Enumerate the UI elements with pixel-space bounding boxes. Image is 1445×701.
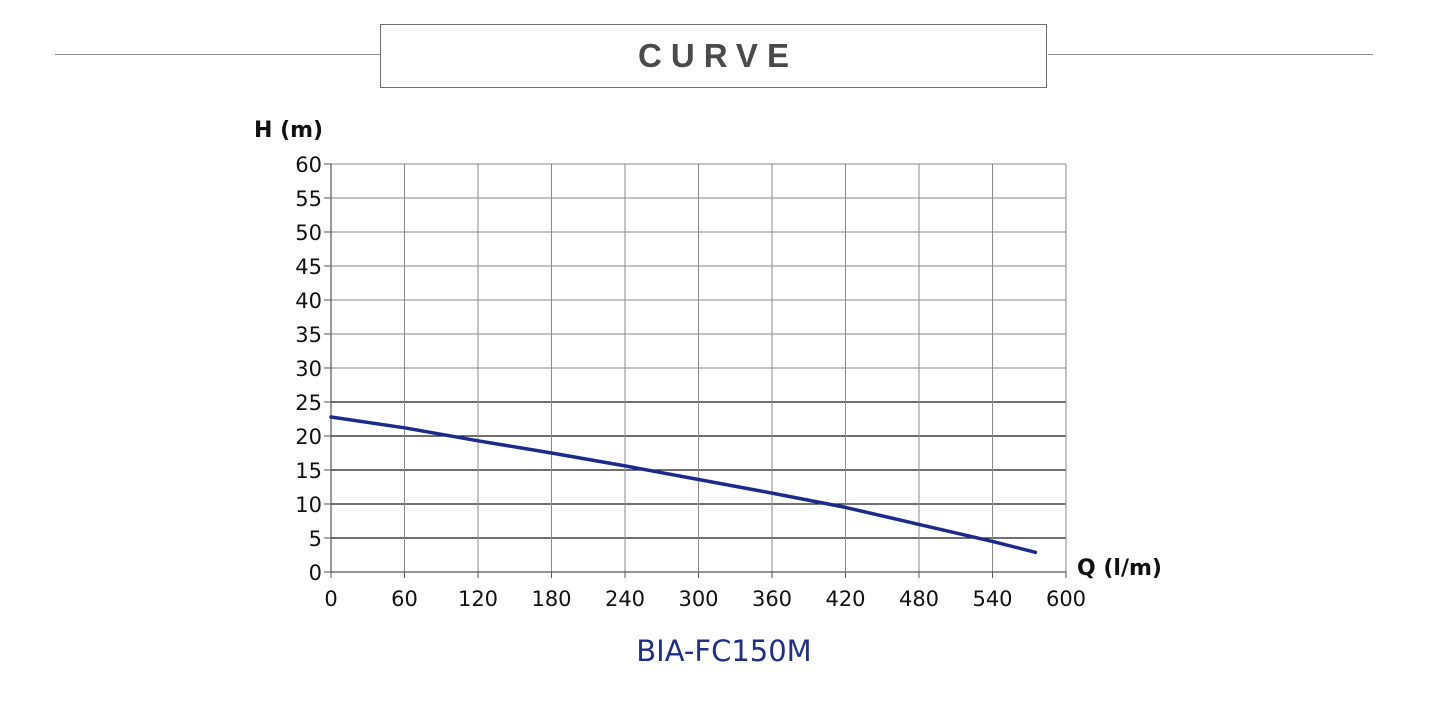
x-tick-label: 600: [1046, 587, 1086, 611]
x-tick-label: 300: [678, 587, 718, 611]
chart-grid: [324, 163, 1067, 578]
y-tick-label: 60: [295, 153, 322, 177]
chart-series: [329, 415, 1038, 555]
x-axis-title: Q (l/m): [1077, 556, 1162, 581]
y-tick-label: 25: [295, 391, 322, 415]
header-rule-right: [1048, 54, 1373, 55]
x-tick-label: 60: [391, 587, 418, 611]
y-tick-label: 15: [295, 459, 322, 483]
header-rule-left: [55, 54, 381, 55]
y-tick-label: 40: [295, 289, 322, 313]
y-tick-label: 5: [309, 527, 322, 551]
x-tick-label: 120: [458, 587, 498, 611]
y-tick-label: 30: [295, 357, 322, 381]
y-tick-label: 20: [295, 425, 322, 449]
x-tick-label: 420: [825, 587, 865, 611]
page-title: CURVE: [638, 37, 798, 74]
x-tick-label: 480: [899, 587, 939, 611]
y-tick-label: 35: [295, 323, 322, 347]
x-tick-label: 240: [605, 587, 645, 611]
y-tick-label: 50: [295, 221, 322, 245]
y-axis-title: H (m): [254, 118, 323, 143]
title-box: CURVE: [380, 24, 1047, 88]
y-tick-label: 45: [295, 255, 322, 279]
y-tick-label: 55: [295, 187, 322, 211]
x-tick-label: 180: [531, 587, 571, 611]
x-tick-label: 540: [972, 587, 1012, 611]
series-line: [329, 415, 1038, 555]
x-tick-label: 360: [752, 587, 792, 611]
x-tick-label: 0: [324, 587, 337, 611]
y-tick-label: 0: [309, 561, 322, 585]
model-label: BIA-FC150M: [636, 634, 811, 668]
y-tick-label: 10: [295, 493, 322, 517]
